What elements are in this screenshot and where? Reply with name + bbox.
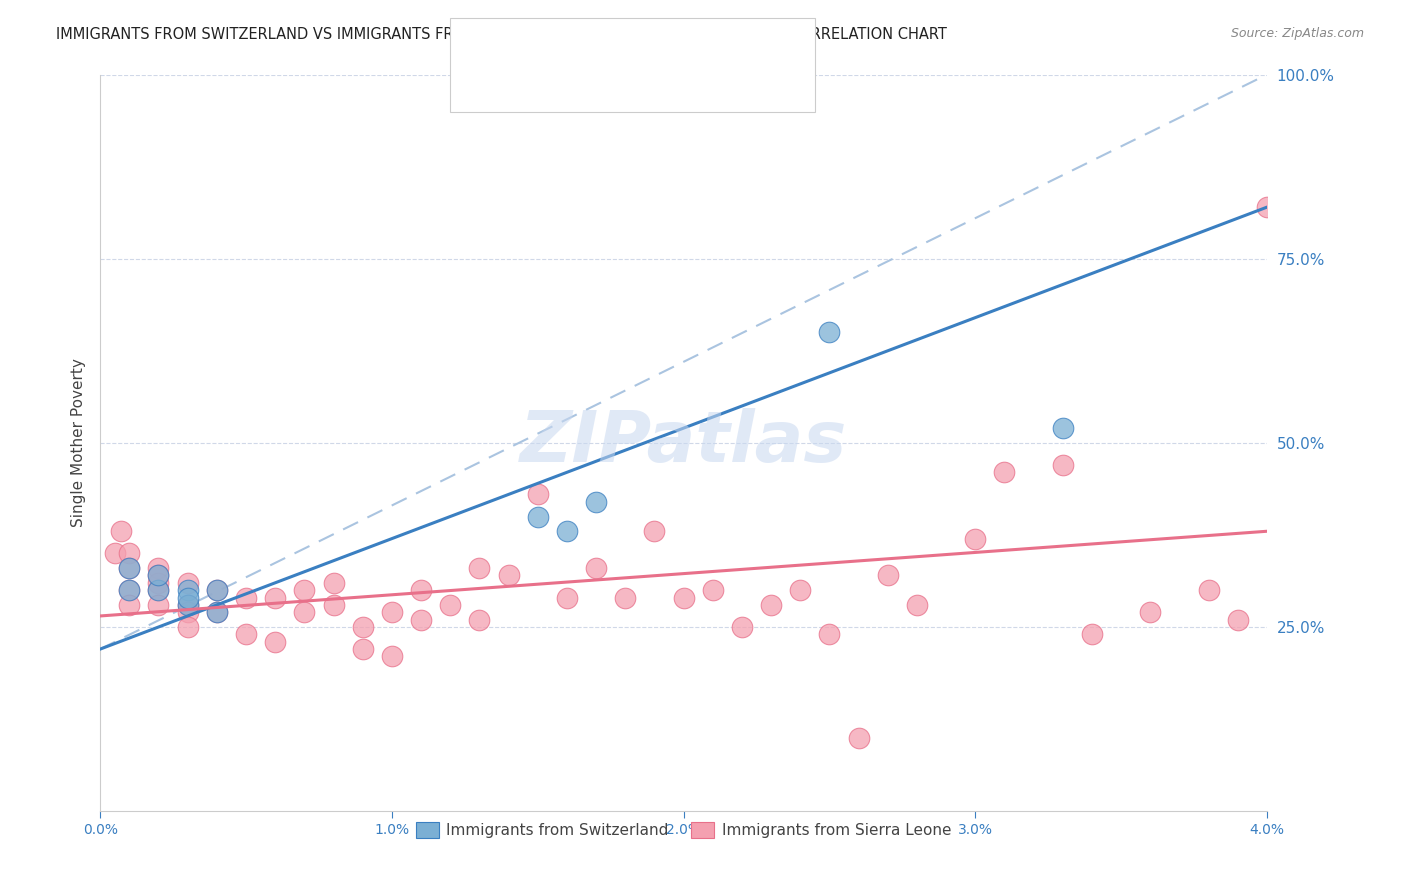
Point xyxy=(322,575,344,590)
Point xyxy=(118,583,141,598)
Point xyxy=(526,509,548,524)
Point xyxy=(848,731,870,745)
Point xyxy=(292,583,315,598)
Point xyxy=(176,591,198,605)
Point xyxy=(176,620,198,634)
Point xyxy=(176,583,198,598)
Point xyxy=(205,583,228,598)
Point xyxy=(205,605,228,619)
Point xyxy=(118,546,141,560)
Point xyxy=(148,568,170,582)
Point xyxy=(176,605,198,619)
Point xyxy=(352,620,374,634)
Point xyxy=(110,524,132,539)
Text: ZIPatlas: ZIPatlas xyxy=(520,409,848,477)
Point xyxy=(118,561,141,575)
Point xyxy=(322,598,344,612)
Point xyxy=(292,605,315,619)
Point xyxy=(235,627,257,641)
Point xyxy=(235,591,257,605)
Point xyxy=(104,546,127,560)
Point xyxy=(498,568,520,582)
Point xyxy=(672,591,695,605)
Point xyxy=(148,583,170,598)
Point xyxy=(1052,421,1074,435)
Point xyxy=(1052,458,1074,472)
Point xyxy=(526,487,548,501)
Point xyxy=(818,627,841,641)
Point xyxy=(643,524,665,539)
Point xyxy=(1198,583,1220,598)
Point xyxy=(176,598,198,612)
Point xyxy=(148,568,170,582)
Point xyxy=(1139,605,1161,619)
Text: Source: ZipAtlas.com: Source: ZipAtlas.com xyxy=(1230,27,1364,40)
Point xyxy=(585,495,607,509)
Point xyxy=(789,583,811,598)
Point xyxy=(468,613,491,627)
Point xyxy=(439,598,461,612)
Point xyxy=(1256,200,1278,214)
Point xyxy=(381,605,404,619)
Point xyxy=(468,561,491,575)
Point xyxy=(352,642,374,657)
Point xyxy=(176,575,198,590)
Point xyxy=(731,620,754,634)
Point xyxy=(876,568,898,582)
Point xyxy=(965,532,987,546)
Point xyxy=(381,649,404,664)
Legend: Immigrants from Switzerland, Immigrants from Sierra Leone: Immigrants from Switzerland, Immigrants … xyxy=(409,816,957,844)
Y-axis label: Single Mother Poverty: Single Mother Poverty xyxy=(72,359,86,527)
Point xyxy=(614,591,637,605)
Point xyxy=(993,466,1015,480)
Point xyxy=(409,583,432,598)
Point xyxy=(205,583,228,598)
Point xyxy=(409,613,432,627)
Point xyxy=(555,524,578,539)
Point xyxy=(148,561,170,575)
Point xyxy=(1081,627,1104,641)
Point xyxy=(585,561,607,575)
Point xyxy=(818,326,841,340)
Point xyxy=(759,598,782,612)
Text: IMMIGRANTS FROM SWITZERLAND VS IMMIGRANTS FROM SIERRA LEONE SINGLE MOTHER POVERT: IMMIGRANTS FROM SWITZERLAND VS IMMIGRANT… xyxy=(56,27,948,42)
Point xyxy=(118,598,141,612)
Point xyxy=(702,583,724,598)
Point xyxy=(264,591,287,605)
Point xyxy=(555,591,578,605)
Point xyxy=(118,583,141,598)
Point xyxy=(148,575,170,590)
Point xyxy=(148,598,170,612)
Point xyxy=(205,605,228,619)
Point xyxy=(118,561,141,575)
Point xyxy=(905,598,928,612)
Point xyxy=(1226,613,1249,627)
Point xyxy=(264,634,287,648)
Point xyxy=(176,598,198,612)
Point xyxy=(148,583,170,598)
